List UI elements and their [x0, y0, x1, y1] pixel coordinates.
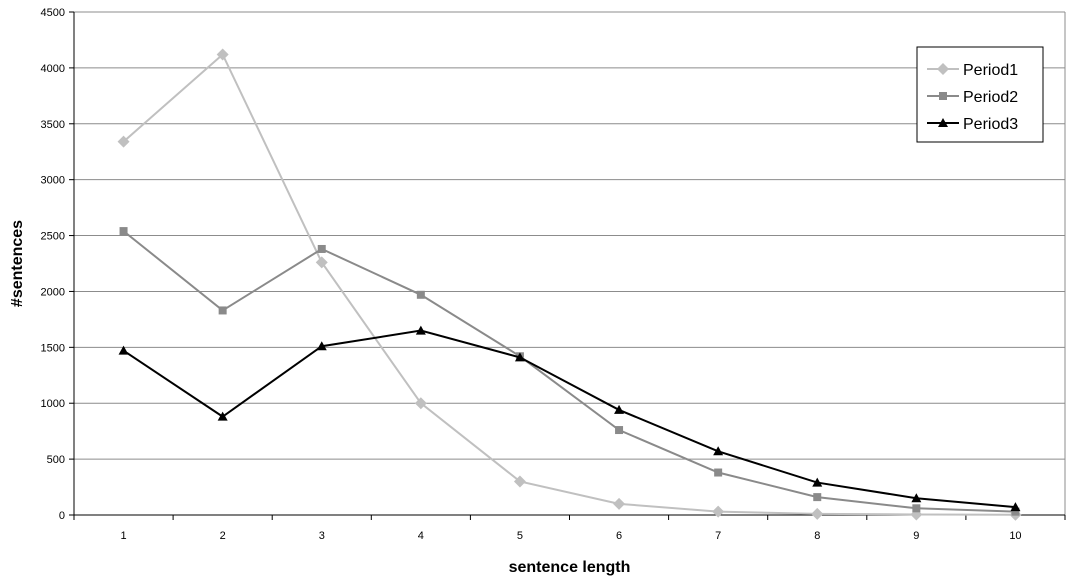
data-point-period2 — [317, 244, 326, 253]
grid — [74, 11, 1065, 516]
x-tick-label: 5 — [517, 530, 523, 542]
data-point-period3 — [1010, 502, 1021, 512]
data-point-period2 — [813, 493, 822, 502]
data-point-period3 — [911, 493, 922, 503]
legend-label: Period3 — [963, 116, 1018, 133]
x-axis-title: sentence length — [509, 559, 631, 576]
legend-label: Period1 — [963, 62, 1018, 79]
series — [117, 48, 1022, 521]
data-point-period1 — [811, 507, 824, 520]
x-tick-label: 6 — [616, 530, 622, 542]
legend-item-period1: Period1 — [927, 62, 1018, 79]
x-tick-label: 1 — [120, 530, 126, 542]
y-tick-label: 500 — [47, 454, 65, 466]
x-tick-label: 7 — [715, 530, 721, 542]
data-point-period3 — [713, 446, 724, 456]
axes: 0 500 1000 1500 2000 2500 3000 3500 4000 4500 1 2 3 4… — [41, 7, 1066, 542]
legend-swatch-marker — [939, 92, 947, 100]
y-tick-label: 1000 — [41, 398, 65, 410]
data-point-period3 — [217, 411, 228, 421]
series-period1 — [117, 48, 1022, 521]
data-point-period2 — [912, 504, 921, 513]
legend-box — [916, 46, 1044, 143]
data-point-period2 — [218, 306, 227, 315]
legend-swatch-marker — [938, 118, 948, 127]
series-line-period3 — [122, 329, 1016, 509]
legend: Period1 Period2 Period3 — [916, 46, 1044, 143]
data-point-period1 — [613, 497, 626, 510]
data-point-period3 — [118, 345, 129, 355]
y-tick-label: 4500 — [41, 7, 65, 19]
data-point-period3 — [812, 477, 823, 487]
legend-swatch-marker — [937, 63, 949, 75]
y-axis-title: #sentences — [9, 220, 26, 307]
data-point-period1 — [315, 256, 328, 269]
y-tick-label: 3000 — [41, 175, 65, 187]
y-tick-label: 0 — [59, 510, 65, 522]
data-point-period1 — [117, 135, 130, 148]
data-point-period2 — [416, 290, 425, 299]
data-point-period2 — [714, 468, 723, 477]
data-point-period3 — [316, 341, 327, 351]
legend-item-period3: Period3 — [927, 116, 1018, 133]
y-tick-label: 1500 — [41, 342, 65, 354]
series-period2 — [119, 227, 1020, 516]
data-point-period3 — [415, 325, 426, 335]
data-point-period2 — [615, 426, 624, 435]
series-period3 — [118, 325, 1021, 512]
series-line-period2 — [122, 230, 1016, 513]
legend-label: Period2 — [963, 89, 1018, 106]
x-tick-label: 8 — [814, 530, 820, 542]
y-tick-label: 3500 — [41, 119, 65, 131]
y-tick-label: 4000 — [41, 63, 65, 75]
x-tick-label: 9 — [913, 530, 919, 542]
x-tick-label: 3 — [319, 530, 325, 542]
data-point-period1 — [414, 397, 427, 410]
x-tick-label: 4 — [418, 530, 424, 542]
data-point-period1 — [513, 475, 526, 488]
legend-item-period2: Period2 — [927, 89, 1018, 106]
y-tick-label: 2500 — [41, 231, 65, 243]
x-tick-label: 2 — [220, 530, 226, 542]
data-point-period3 — [514, 352, 525, 362]
x-tick-label: 10 — [1009, 530, 1021, 542]
data-point-period2 — [1011, 507, 1020, 516]
data-point-period2 — [119, 227, 128, 236]
data-point-period1 — [216, 48, 229, 61]
data-point-period1 — [712, 505, 725, 518]
data-point-period3 — [614, 404, 625, 414]
series-line-period1 — [122, 52, 1016, 516]
y-tick-label: 2000 — [41, 286, 65, 298]
